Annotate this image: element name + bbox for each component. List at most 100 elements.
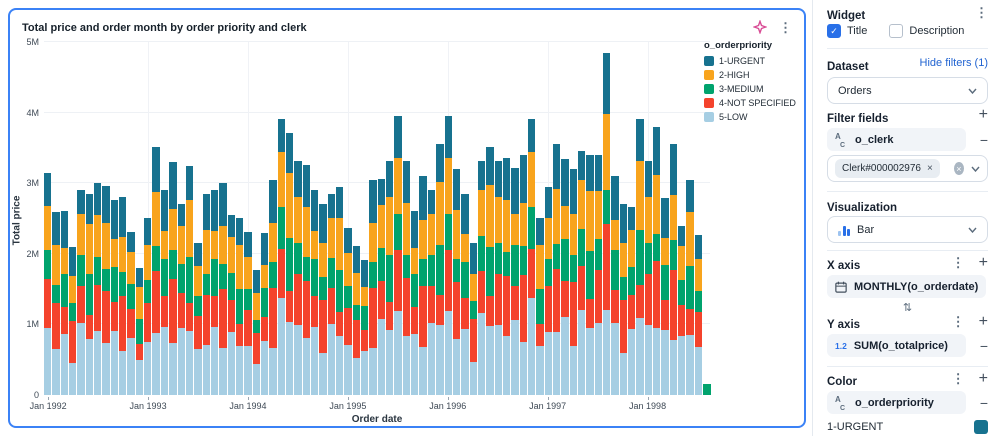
color-remove-icon[interactable]: − bbox=[979, 394, 988, 411]
bar-apr-1996[interactable] bbox=[469, 42, 477, 395]
bar-sep-1994[interactable] bbox=[311, 42, 319, 395]
card-kebab-icon[interactable]: ⋮ bbox=[779, 19, 792, 35]
bar-jun-1994[interactable] bbox=[285, 42, 294, 395]
bar-jan-1997[interactable] bbox=[544, 42, 552, 395]
x-axis-add-icon[interactable]: + bbox=[978, 253, 988, 271]
bar-may-1992[interactable] bbox=[77, 42, 85, 395]
bar-feb-1992[interactable] bbox=[52, 42, 60, 395]
bar-jun-1992[interactable] bbox=[85, 42, 94, 395]
bar-dec-1996[interactable] bbox=[536, 42, 544, 395]
bar-oct-1993[interactable] bbox=[219, 42, 227, 395]
description-checkbox[interactable]: Description bbox=[889, 24, 964, 38]
bar-may-1994[interactable] bbox=[277, 42, 285, 395]
bar-aug-1998[interactable] bbox=[703, 42, 711, 395]
bar-dec-1992[interactable] bbox=[135, 42, 144, 395]
bar-jul-1997[interactable] bbox=[594, 42, 603, 395]
bar-jun-1995[interactable] bbox=[386, 42, 394, 395]
bar-may-1996[interactable] bbox=[477, 42, 486, 395]
bar-nov-1997[interactable] bbox=[628, 42, 636, 395]
bar-sep-1992[interactable] bbox=[110, 42, 119, 395]
y-axis-kebab-icon[interactable]: ⋮ bbox=[951, 314, 965, 329]
bar-may-1993[interactable] bbox=[177, 42, 185, 395]
bar-mar-1998[interactable] bbox=[661, 42, 669, 395]
bar-nov-1994[interactable] bbox=[327, 42, 336, 395]
bar-may-1998[interactable] bbox=[678, 42, 686, 395]
bar-aug-1996[interactable] bbox=[502, 42, 511, 395]
y-axis-add-icon[interactable]: + bbox=[978, 312, 988, 330]
bar-feb-1994[interactable] bbox=[252, 42, 260, 395]
hide-filters-link[interactable]: Hide filters (1) bbox=[919, 57, 988, 69]
clear-all-icon[interactable]: × bbox=[953, 162, 964, 175]
bar-feb-1995[interactable] bbox=[352, 42, 361, 395]
bar-feb-1996[interactable] bbox=[452, 42, 461, 395]
bar-aug-1997[interactable] bbox=[603, 42, 611, 395]
bar-dec-1995[interactable] bbox=[436, 42, 444, 395]
title-checkbox[interactable]: ✓ Title bbox=[827, 24, 867, 38]
x-axis-kebab-icon[interactable]: ⋮ bbox=[951, 255, 965, 270]
legend-item-4-not-specified[interactable]: 4-NOT SPECIFIED bbox=[704, 98, 804, 108]
legend-item-2-high[interactable]: 2-HIGH bbox=[704, 70, 804, 80]
bar-jun-1996[interactable] bbox=[486, 42, 494, 395]
bar-apr-1995[interactable] bbox=[369, 42, 377, 395]
bar-nov-1993[interactable] bbox=[227, 42, 235, 395]
bar-oct-1995[interactable] bbox=[419, 42, 427, 395]
bar-sep-1995[interactable] bbox=[411, 42, 419, 395]
bar-jan-1996[interactable] bbox=[444, 42, 452, 395]
bar-apr-1993[interactable] bbox=[169, 42, 177, 395]
chart-widget-card[interactable]: Total price and order month by order pri… bbox=[8, 8, 806, 428]
bar-jan-1994[interactable] bbox=[244, 42, 252, 395]
bar-jul-1992[interactable] bbox=[94, 42, 102, 395]
bar-jun-1993[interactable] bbox=[185, 42, 194, 395]
bar-feb-1997[interactable] bbox=[552, 42, 561, 395]
legend-item-1-urgent[interactable]: 1-URGENT bbox=[704, 56, 804, 66]
bar-dec-1993[interactable] bbox=[235, 42, 244, 395]
bar-aug-1994[interactable] bbox=[302, 42, 310, 395]
checkbox-unchecked-icon[interactable] bbox=[889, 24, 904, 38]
bar-nov-1992[interactable] bbox=[127, 42, 135, 395]
filter-value-select[interactable]: Clerk#000002976 × × bbox=[827, 155, 988, 182]
bar-jul-1998[interactable] bbox=[694, 42, 703, 395]
bar-jul-1994[interactable] bbox=[294, 42, 302, 395]
sparkle-ai-icon[interactable] bbox=[753, 20, 767, 34]
bar-jun-1997[interactable] bbox=[586, 42, 594, 395]
bar-mar-1996[interactable] bbox=[461, 42, 469, 395]
bar-feb-1998[interactable] bbox=[653, 42, 661, 395]
bar-mar-1993[interactable] bbox=[160, 42, 169, 395]
chip-close-icon[interactable]: × bbox=[926, 163, 933, 174]
bar-may-1997[interactable] bbox=[578, 42, 586, 395]
bar-oct-1996[interactable] bbox=[519, 42, 527, 395]
bar-apr-1994[interactable] bbox=[269, 42, 277, 395]
bar-mar-1995[interactable] bbox=[361, 42, 369, 395]
bar-feb-1993[interactable] bbox=[152, 42, 160, 395]
bar-nov-1996[interactable] bbox=[527, 42, 536, 395]
bar-sep-1996[interactable] bbox=[511, 42, 519, 395]
color-add-icon[interactable]: + bbox=[978, 369, 988, 387]
bar-may-1995[interactable] bbox=[377, 42, 386, 395]
y-axis-field[interactable]: 1.2 SUM(o_totalprice) bbox=[827, 334, 966, 357]
remove-filter-icon[interactable]: − bbox=[979, 131, 988, 148]
bar-jul-1996[interactable] bbox=[494, 42, 502, 395]
bar-apr-1998[interactable] bbox=[669, 42, 678, 395]
legend-item-3-medium[interactable]: 3-MEDIUM bbox=[704, 84, 804, 94]
bar-oct-1992[interactable] bbox=[119, 42, 127, 395]
bar-dec-1997[interactable] bbox=[636, 42, 644, 395]
bar-aug-1993[interactable] bbox=[202, 42, 210, 395]
bar-oct-1994[interactable] bbox=[319, 42, 327, 395]
dataset-select[interactable]: Orders bbox=[827, 77, 988, 104]
bar-mar-1994[interactable] bbox=[260, 42, 269, 395]
bar-sep-1997[interactable] bbox=[611, 42, 619, 395]
bar-jun-1998[interactable] bbox=[686, 42, 694, 395]
bar-jan-1998[interactable] bbox=[644, 42, 653, 395]
bar-jan-1995[interactable] bbox=[344, 42, 352, 395]
bar-apr-1992[interactable] bbox=[69, 42, 77, 395]
bar-aug-1992[interactable] bbox=[102, 42, 110, 395]
y-axis-remove-icon[interactable]: − bbox=[979, 337, 988, 354]
checkbox-checked-icon[interactable]: ✓ bbox=[827, 24, 841, 38]
swap-axes-icon[interactable]: ⇅ bbox=[902, 302, 913, 314]
add-filter-icon[interactable]: + bbox=[978, 106, 988, 123]
bar-sep-1993[interactable] bbox=[210, 42, 219, 395]
bar-mar-1997[interactable] bbox=[561, 42, 569, 395]
color-kebab-icon[interactable]: ⋮ bbox=[951, 371, 965, 386]
